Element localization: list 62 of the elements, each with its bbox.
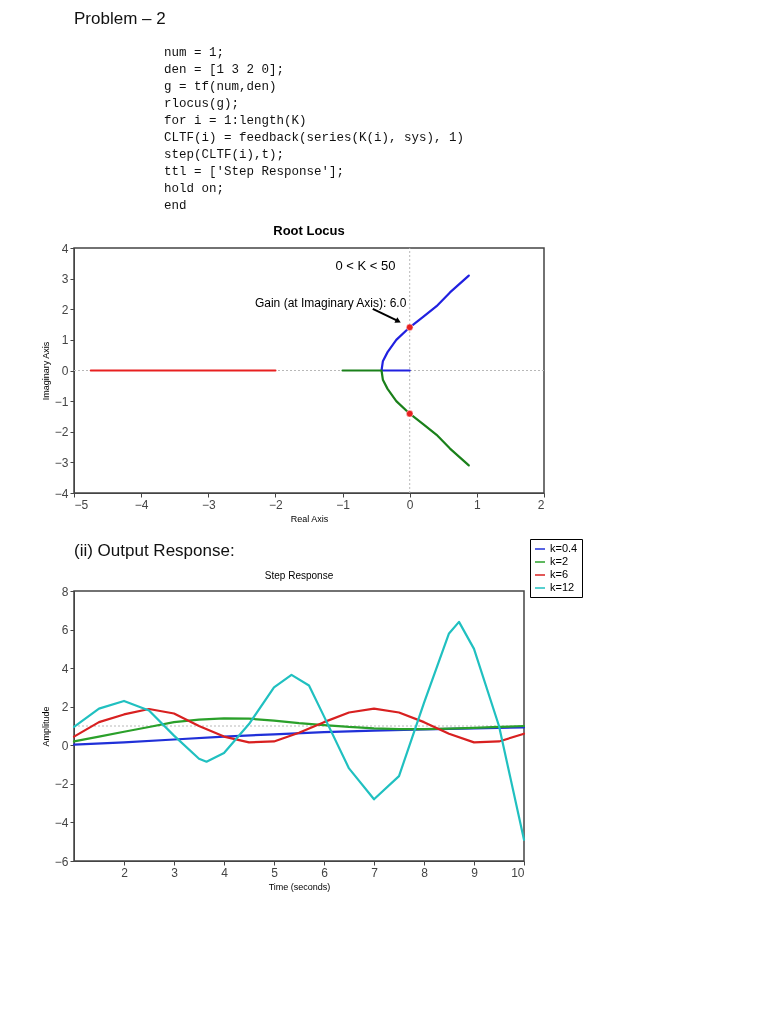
y-tick-label: −4: [54, 486, 69, 501]
y-axis-title: Amplitude: [40, 706, 51, 747]
x-tick-label: 2: [537, 497, 545, 512]
x-tick-label: 3: [171, 865, 179, 880]
text: end: [164, 199, 187, 213]
text: for i = 1:length(K): [164, 114, 307, 128]
y-tick-label: −6: [54, 854, 69, 869]
x-tick-label: 1: [474, 497, 482, 512]
text: CLTF(i) = feedback(series(K(i), sys), 1): [164, 131, 465, 145]
y-tick-label: 4: [61, 241, 69, 256]
y-tick-label: 2: [61, 302, 69, 317]
x-tick-label: −2: [269, 497, 284, 512]
x-tick-label: 4: [221, 865, 229, 880]
text: hold on;: [164, 182, 225, 196]
legend-label: k=0.4: [550, 542, 578, 554]
y-tick-label: 0: [61, 364, 69, 378]
x-tick-label: 10: [511, 865, 525, 880]
x-tick-label: 6: [321, 865, 329, 880]
x-tick-label: 7: [371, 865, 379, 880]
y-tick-label: −2: [54, 777, 69, 792]
y-tick-label: −3: [54, 455, 69, 470]
text: ttl = ['Step Response'];: [164, 165, 345, 179]
x-tick-label: −1: [336, 497, 351, 512]
y-tick-label: 4: [61, 661, 69, 676]
x-tick-label: 0: [406, 497, 414, 512]
y-tick-label: −2: [54, 425, 69, 440]
line-series: [72, 707, 526, 744]
legend-label: k=2: [550, 555, 569, 567]
y-tick-label: 2: [61, 700, 69, 715]
x-axis-title: Time (seconds): [268, 881, 331, 892]
y-tick-label: 0: [61, 738, 69, 753]
text: den = [1 3 2 0];: [164, 63, 285, 77]
y-tick-label: −1: [54, 394, 69, 409]
text: num = 1;: [164, 46, 225, 60]
chart-title: Step Response: [264, 570, 334, 581]
text: 0 < K < 50: [335, 258, 396, 273]
x-tick-label: 2: [121, 865, 129, 880]
y-tick-label: −4: [54, 815, 69, 830]
text: g = tf(num,den): [164, 80, 277, 94]
x-tick-label: −3: [201, 497, 216, 512]
chart-title: Root Locus: [273, 223, 345, 238]
line-series: [341, 369, 470, 467]
x-tick-label: −5: [74, 497, 89, 512]
y-tick-label: 6: [61, 623, 69, 638]
x-tick-label: −4: [134, 497, 149, 512]
y-axis-title: Imaginary Axis: [40, 341, 51, 401]
x-axis-title: Real Axis: [290, 513, 329, 524]
text: step(CLTF(i),t);: [164, 148, 285, 162]
line-series: [72, 717, 526, 743]
legend-label: k=6: [550, 568, 569, 580]
x-tick-label: 8: [421, 865, 429, 880]
annotation: Gain (at Imaginary Axis): 6.0: [254, 295, 407, 310]
text: (ii) Output Response:: [74, 541, 235, 560]
x-tick-label: 5: [271, 865, 279, 880]
line-series: [72, 620, 526, 841]
x-tick-label: 9: [471, 865, 479, 880]
y-tick-label: 1: [61, 333, 69, 348]
y-tick-label: 3: [61, 272, 69, 287]
text: Problem – 2: [74, 9, 166, 28]
text: rlocus(g);: [164, 97, 240, 111]
y-tick-label: 8: [61, 584, 69, 599]
legend-label: k=12: [550, 581, 575, 593]
